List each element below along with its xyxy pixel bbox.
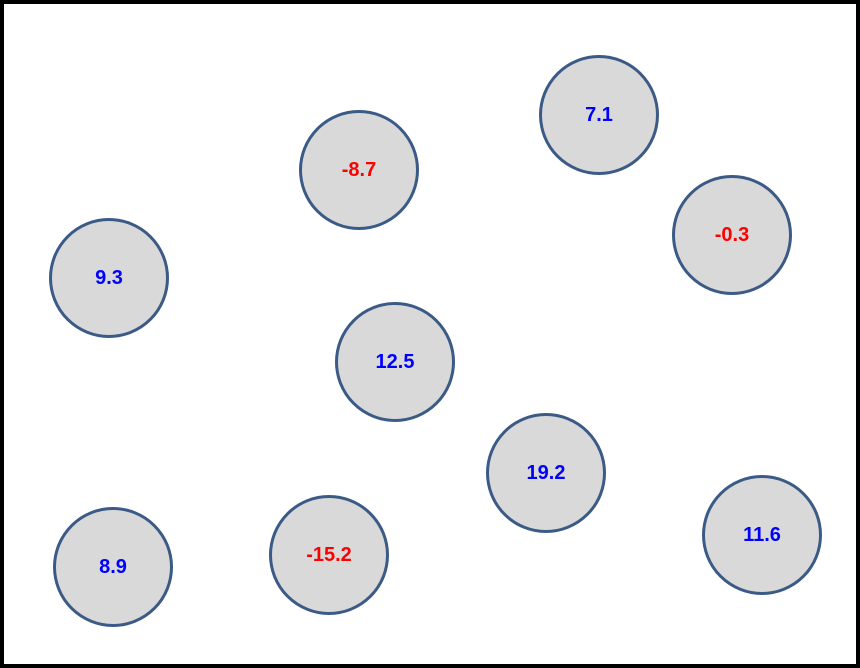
value-circle: -15.2 [269,495,389,615]
value-circle: 11.6 [702,475,822,595]
value-label: 8.9 [99,556,127,578]
value-label: 19.2 [526,462,566,484]
value-circle: -8.7 [299,110,419,230]
value-circle: 19.2 [486,413,606,533]
value-label: 9.3 [95,267,123,289]
value-label: 7.1 [585,104,613,126]
value-circle: 12.5 [335,302,455,422]
value-circle: -0.3 [672,175,792,295]
value-circle: 8.9 [53,507,173,627]
value-circle: 7.1 [539,55,659,175]
value-circle: 9.3 [49,218,169,338]
value-label: -8.7 [341,159,377,181]
value-label: 11.6 [743,524,781,546]
value-label: -0.3 [714,224,750,246]
value-label: -15.2 [306,544,352,566]
value-label: 12.5 [375,351,415,373]
